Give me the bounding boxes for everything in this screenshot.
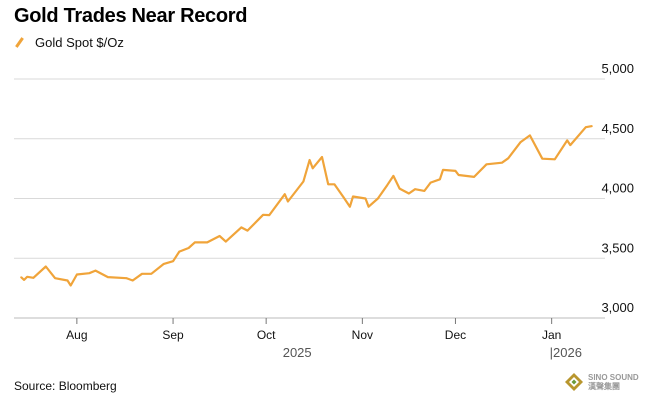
data-point [414,188,416,190]
data-point [367,205,370,208]
data-point [584,126,587,128]
data-point [591,125,593,127]
data-point [287,200,289,203]
data-point [541,157,544,160]
data-point [88,272,91,274]
data-point [141,272,143,275]
data-point [485,163,488,166]
data-point [569,144,572,146]
data-point [364,197,367,200]
data-point [76,273,78,276]
data-point [94,269,97,272]
y-tick-label: 3,500 [601,240,634,255]
data-point [246,229,249,232]
year-label: |2026 [550,345,582,360]
data-point [386,184,388,187]
source-note: Source: Bloomberg [14,379,117,393]
data-point [457,174,460,176]
y-tick-label: 3,000 [601,300,634,315]
data-point [311,167,314,170]
data-point [206,241,208,244]
legend-label: Gold Spot $/Oz [35,35,124,50]
data-point [69,284,72,287]
x-tick-label: Nov [352,328,373,342]
data-point [66,279,69,282]
data-point [32,277,35,279]
data-point [342,196,345,199]
data-point [408,192,410,195]
data-point [507,157,510,160]
gold-spot-line [20,125,593,287]
legend: Gold Spot $/Oz [14,35,124,50]
data-point [107,276,109,278]
data-point [26,275,29,278]
data-point [178,250,181,253]
data-point [439,178,441,181]
data-point [268,214,271,216]
data-point [429,181,432,184]
watermark-text: SINO SOUND [588,373,639,382]
data-point [172,260,174,263]
data-point [131,279,134,282]
data-point [473,176,475,178]
data-point [308,159,311,161]
y-tick-label: 4,000 [601,181,634,196]
data-point [553,158,556,161]
data-point [501,161,503,164]
data-point [349,205,351,208]
x-tick-label: Sep [162,328,184,342]
year-label: 2025 [283,345,312,360]
x-tick-label: Oct [257,328,276,342]
x-tick-label: Jan [542,328,561,342]
y-tick-label: 4,500 [601,121,634,136]
data-point [283,193,286,195]
data-point [442,169,444,171]
data-point [225,240,227,243]
x-tick-label: Dec [445,328,466,342]
data-point [302,180,305,183]
data-point [262,213,264,216]
data-point [423,190,426,192]
data-point [125,277,128,280]
data-point [54,277,56,280]
data-point [150,272,153,275]
data-point [240,226,243,229]
data-point [45,265,47,268]
data-point [454,170,457,172]
data-point [321,156,323,158]
data-point [187,247,190,249]
data-point [566,139,568,142]
diamond-logo-icon [565,373,583,391]
data-point [162,263,165,265]
y-tick-label: 5,000 [601,61,634,76]
watermark-subtext: 漢聲集團 [588,382,620,391]
data-point [20,276,22,278]
data-point [218,235,221,237]
data-point [519,141,522,143]
x-tick-label: Aug [66,328,87,342]
data-point [352,195,354,198]
data-point [377,197,379,200]
data-point [333,183,336,186]
chart-title: Gold Trades Near Record [14,5,248,27]
data-point [398,187,401,190]
data-point [327,183,330,186]
data-point [529,134,531,137]
data-point [392,175,395,177]
data-point [193,241,196,244]
data-point [23,279,25,281]
watermark-logo: SINO SOUND 漢聲集團 [564,372,639,392]
